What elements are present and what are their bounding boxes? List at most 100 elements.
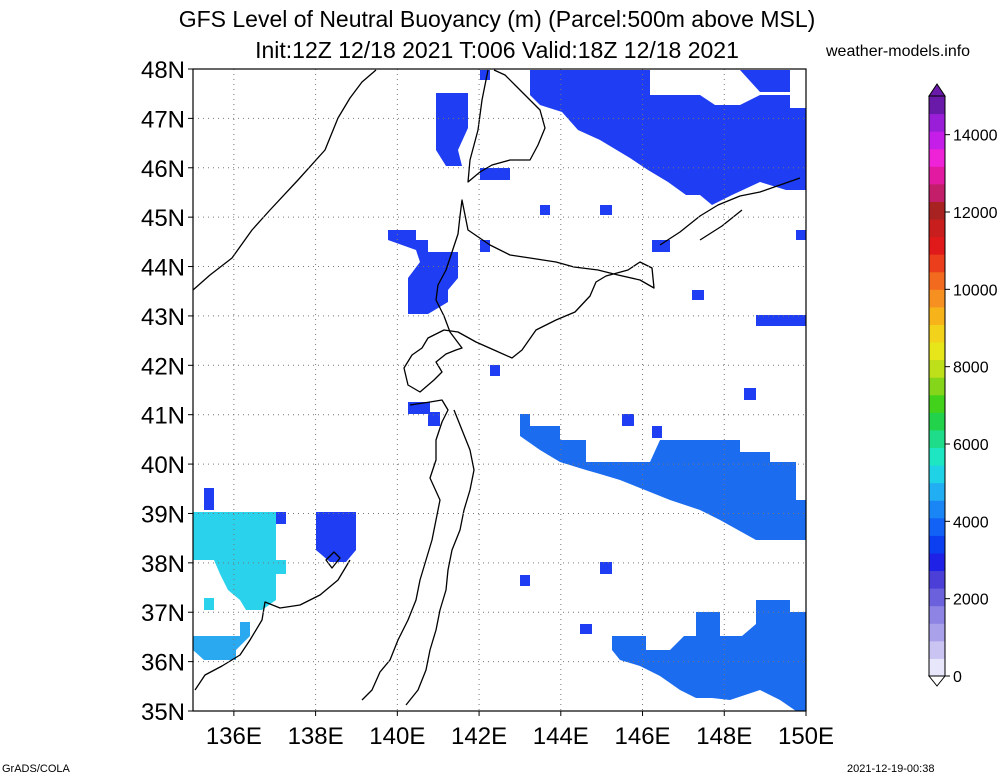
colorbar-segment bbox=[929, 236, 945, 255]
chart-title-line1: GFS Level of Neutral Buoyancy (m) (Parce… bbox=[178, 6, 816, 32]
buoyancy-area-4 bbox=[740, 70, 790, 92]
buoyancy-area-14 bbox=[744, 388, 756, 400]
coast-sado bbox=[325, 551, 341, 569]
lat-tick-label: 44N bbox=[141, 255, 185, 282]
lat-tick-label: 39N bbox=[141, 501, 185, 528]
buoyancy-area-22 bbox=[612, 600, 806, 711]
buoyancy-area-9 bbox=[652, 240, 670, 252]
buoyancy-area-25 bbox=[204, 488, 214, 510]
colorbar-segment bbox=[929, 623, 945, 642]
colorbar-max-arrow bbox=[928, 83, 946, 97]
colorbar-segment bbox=[929, 201, 945, 220]
lat-tick-label: 40N bbox=[141, 452, 185, 479]
lat-tick-label: 47N bbox=[141, 106, 185, 133]
colorbar-segment bbox=[929, 148, 945, 167]
coast-kurils bbox=[659, 177, 801, 246]
colorbar-label: 4000 bbox=[953, 514, 989, 531]
lat-tick-label: 48N bbox=[141, 57, 185, 84]
colorbar-segment bbox=[929, 465, 945, 484]
colorbar-segment bbox=[929, 412, 945, 431]
colorbar: 0 2000 4000 6000 8000 10000 12000 14000 bbox=[927, 83, 998, 687]
colorbar-frame bbox=[928, 95, 946, 677]
colorbar-label: 10000 bbox=[953, 282, 998, 299]
lat-tick-label: 37N bbox=[141, 600, 185, 627]
colorbar-segment bbox=[929, 342, 945, 361]
lat-tick-label: 38N bbox=[141, 551, 185, 578]
colorbar-label: 8000 bbox=[953, 360, 989, 377]
map-frame bbox=[192, 68, 807, 712]
colorbar-segment bbox=[929, 517, 945, 536]
colorbar-segment bbox=[929, 183, 945, 202]
buoyancy-area-27 bbox=[193, 622, 250, 660]
lat-tick-label: 42N bbox=[141, 353, 185, 380]
colorbar-label: 14000 bbox=[953, 128, 998, 145]
footer-timestamp: 2021-12-19-00:38 bbox=[847, 763, 935, 775]
buoyancy-area-3 bbox=[530, 70, 806, 205]
lon-tick-label: 146E bbox=[615, 723, 671, 750]
buoyancy-area-16 bbox=[622, 414, 634, 426]
lat-tick-label: 46N bbox=[141, 156, 185, 183]
buoyancy-area-10 bbox=[692, 290, 704, 300]
colorbar-segment bbox=[929, 219, 945, 238]
coast-mainland bbox=[192, 69, 377, 291]
lon-tick-label: 138E bbox=[288, 723, 344, 750]
buoyancy-area-5 bbox=[388, 230, 458, 314]
gridlines bbox=[193, 69, 806, 711]
coast-hokkaido bbox=[403, 199, 655, 393]
coastline-layer bbox=[192, 69, 801, 706]
colorbar-segment bbox=[929, 535, 945, 554]
buoyancy-area-8 bbox=[600, 205, 612, 215]
colorbar-segment bbox=[929, 324, 945, 343]
buoyancy-area-7 bbox=[540, 205, 550, 215]
lat-tick-label: 41N bbox=[141, 403, 185, 430]
coast-honshu-west bbox=[194, 559, 351, 691]
buoyancy-area-26 bbox=[193, 512, 286, 610]
lat-tick-label: 35N bbox=[141, 699, 185, 726]
buoyancy-area-12 bbox=[796, 230, 806, 240]
lat-tick-label: 36N bbox=[141, 650, 185, 677]
colorbar-segment bbox=[929, 588, 945, 607]
coast-honshu bbox=[361, 399, 475, 706]
lon-tick-label: 140E bbox=[369, 723, 425, 750]
colorbar-segment bbox=[929, 429, 945, 449]
brand-label: weather-models.info bbox=[826, 43, 971, 60]
colorbar-segment bbox=[929, 447, 945, 466]
buoyancy-area-24 bbox=[276, 512, 286, 524]
buoyancy-area-23 bbox=[316, 512, 356, 562]
colorbar-segment bbox=[929, 500, 945, 519]
buoyancy-area-0 bbox=[436, 93, 468, 166]
colorbar-segment bbox=[929, 306, 945, 325]
buoyancy-area-2 bbox=[480, 168, 510, 180]
lat-tick-label: 45N bbox=[141, 205, 185, 232]
buoyancy-area-20 bbox=[600, 562, 612, 574]
colorbar-segment bbox=[929, 640, 945, 659]
buoyancy-area-11 bbox=[756, 315, 806, 326]
colorbar-label: 12000 bbox=[953, 205, 998, 222]
buoyancy-area-19 bbox=[520, 575, 530, 586]
buoyancy-area-1 bbox=[480, 70, 490, 80]
colorbar-segment bbox=[929, 377, 945, 396]
colorbar-label: 0 bbox=[953, 669, 962, 686]
lat-tick-label: 43N bbox=[141, 304, 185, 331]
buoyancy-area-28 bbox=[204, 598, 214, 610]
buoyancy-area-18 bbox=[520, 414, 806, 540]
buoyancy-fill-layer bbox=[193, 70, 806, 711]
colorbar-segment bbox=[929, 271, 945, 290]
lon-tick-label: 136E bbox=[206, 723, 262, 750]
footer-software-credit: GrADS/COLA bbox=[2, 763, 70, 775]
buoyancy-area-15 bbox=[408, 402, 440, 426]
colorbar-segment bbox=[929, 254, 945, 273]
colorbar-label: 6000 bbox=[953, 437, 989, 454]
axis-labels: 35N 36N 37N 38N 39N 40N 41N 42N 43N 44N 45N 46N 47N 4… bbox=[141, 57, 834, 750]
lon-tick-label: 142E bbox=[451, 723, 507, 750]
chart-title-line2: Init:12Z 12/18 2021 T:006 Valid:18Z 12/1… bbox=[255, 37, 739, 63]
colorbar-segment bbox=[929, 394, 945, 413]
colorbar-label: 2000 bbox=[953, 592, 989, 609]
colorbar-segment bbox=[929, 359, 945, 378]
colorbar-segment bbox=[929, 605, 945, 624]
buoyancy-area-13 bbox=[490, 365, 500, 376]
colorbar-segment bbox=[929, 166, 945, 185]
buoyancy-area-21 bbox=[580, 624, 592, 634]
lon-tick-label: 144E bbox=[533, 723, 589, 750]
